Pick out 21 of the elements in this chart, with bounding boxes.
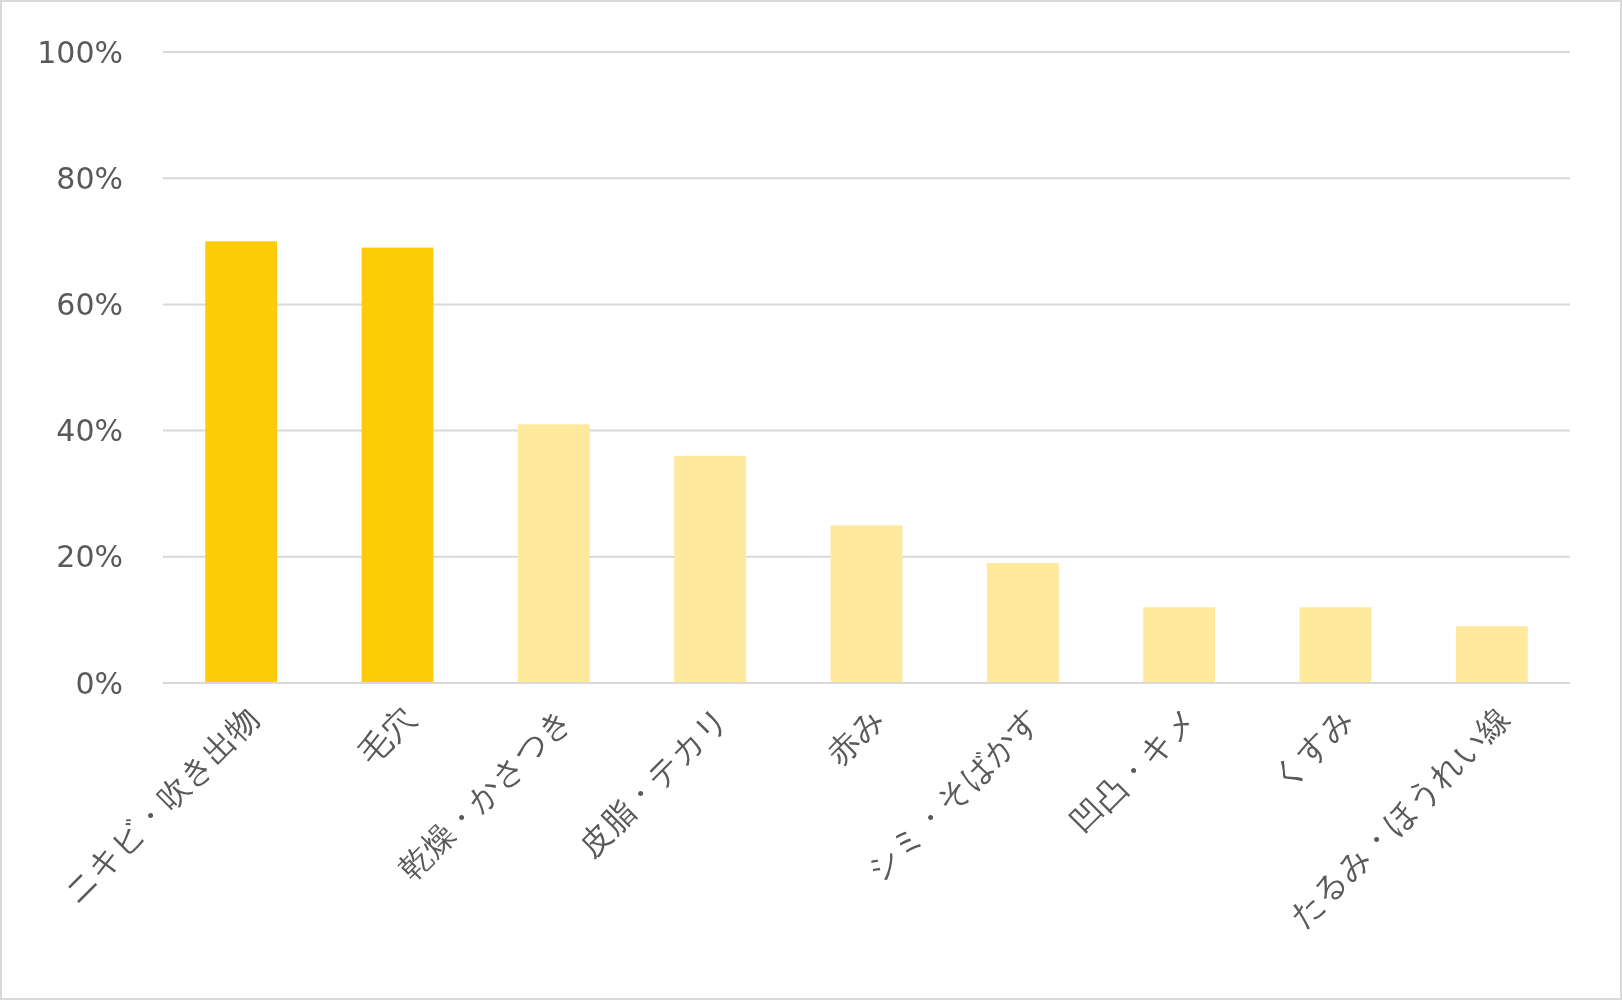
bar (986, 563, 1059, 683)
bar (674, 455, 747, 683)
bar (1299, 607, 1372, 683)
x-tick-label: 凹凸・キメ (1063, 699, 1205, 841)
y-tick-label: 20% (56, 539, 123, 575)
bar (361, 247, 434, 683)
y-tick-label: 60% (56, 286, 123, 322)
y-tick-label: 80% (56, 160, 123, 196)
y-tick-label: 100% (37, 34, 123, 70)
x-tick-label: 皮脂・テカリ (570, 699, 736, 865)
bar (1455, 626, 1528, 683)
bar (205, 241, 278, 683)
bar (830, 525, 903, 683)
y-tick-label: 40% (56, 413, 123, 449)
x-tick-label: 赤み (819, 699, 892, 773)
bar (517, 424, 590, 683)
x-tick-label: くすみ (1264, 699, 1361, 797)
x-tick-label: 毛穴 (350, 699, 423, 772)
x-tick-label: ニキビ・吹き出物 (55, 699, 267, 911)
y-tick-label: 0% (75, 665, 123, 701)
bar (1143, 607, 1216, 683)
